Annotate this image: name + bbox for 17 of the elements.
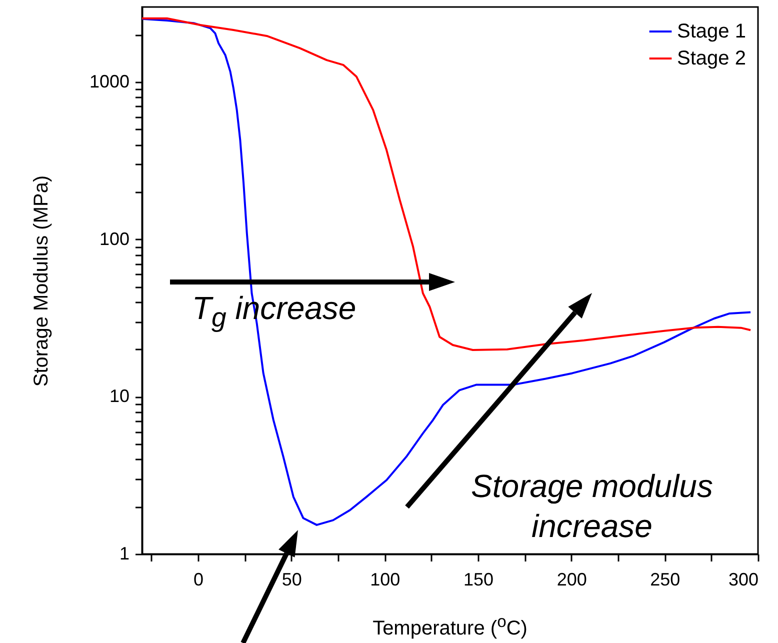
- x-axis-title: Temperature ($^{o}$C): [372, 612, 528, 641]
- x-tick-label: 200: [556, 570, 587, 590]
- x-tick-label: 150: [463, 570, 494, 590]
- x-tick-label: 100: [370, 570, 400, 590]
- line-series: [142, 17, 752, 352]
- x-tick-label: 50: [282, 570, 302, 590]
- y-tick-label: 1: [119, 544, 130, 564]
- legend-label: Stage 1: [677, 20, 746, 42]
- y-axis-title: Storage Modulus (MPa): [30, 174, 54, 386]
- y-tick-label: 1000: [89, 72, 130, 92]
- y-tick-label: 10: [109, 386, 130, 406]
- x-tick-label: 0: [193, 570, 204, 590]
- x-tick-label: 250: [650, 570, 680, 590]
- y-tick-label: 100: [99, 228, 130, 249]
- annotation: Storage modulus increase: [470, 467, 714, 546]
- x-tick-label: 300: [728, 570, 758, 590]
- legend-label: Stage 2: [677, 48, 746, 70]
